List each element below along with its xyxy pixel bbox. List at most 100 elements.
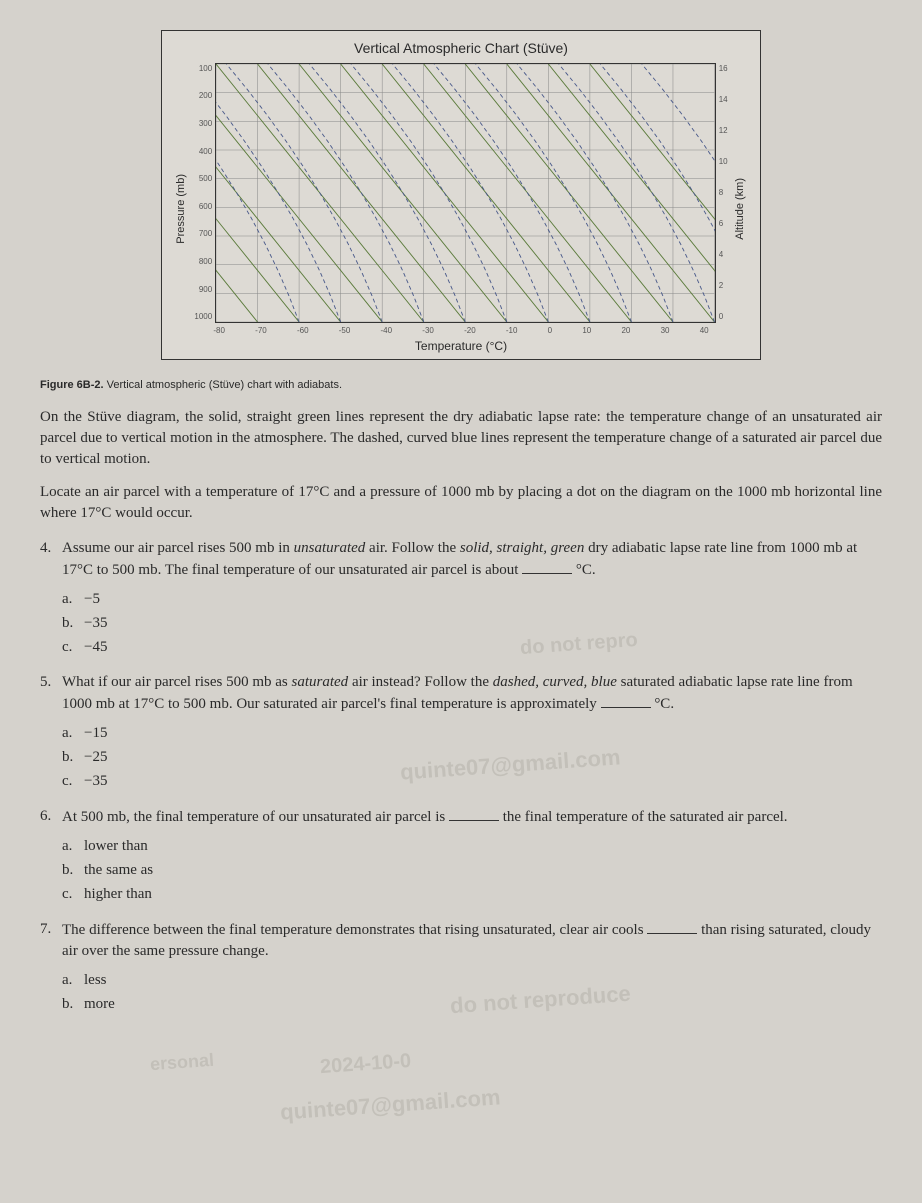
question-number: 4. — [40, 538, 62, 581]
y-tick-label: 200 — [194, 90, 212, 101]
option-text: less — [84, 970, 107, 991]
answer-option[interactable]: a.−15 — [62, 723, 882, 744]
option-text: −35 — [84, 771, 107, 792]
option-text: −35 — [84, 613, 107, 634]
y-tick-label: 1000 — [194, 311, 212, 322]
option-letter: b. — [62, 747, 84, 768]
x-tick-label: -60 — [297, 325, 309, 336]
y-tick-label: 4 — [719, 249, 728, 260]
answer-option[interactable]: b.−25 — [62, 747, 882, 768]
x-tick-label: 0 — [548, 325, 552, 336]
y-tick-label: 0 — [719, 311, 728, 322]
q6-text-b: the final temperature of the saturated a… — [499, 809, 788, 825]
answer-option[interactable]: a.lower than — [62, 836, 882, 857]
y-tick-label: 400 — [194, 146, 212, 157]
watermark-text: ersonal — [149, 1048, 215, 1078]
x-tick-label: -50 — [339, 325, 351, 336]
option-text: −45 — [84, 637, 107, 658]
x-tick-label: 20 — [621, 325, 630, 336]
option-letter: b. — [62, 860, 84, 881]
intro-paragraph-2: Locate an air parcel with a temperature … — [40, 482, 882, 524]
figure-caption: Figure 6B-2. Vertical atmospheric (Stüve… — [40, 378, 882, 393]
y-tick-label: 14 — [719, 94, 728, 105]
y-tick-label: 100 — [194, 63, 212, 74]
option-text: −15 — [84, 723, 107, 744]
q4-unit: °C. — [572, 562, 596, 578]
y-tick-label: 10 — [719, 156, 728, 167]
question-text: The difference between the final tempera… — [62, 919, 882, 962]
answer-option[interactable]: c.−45 — [62, 637, 882, 658]
question-5: 5. What if our air parcel rises 500 mb a… — [40, 672, 882, 715]
question-text: Assume our air parcel rises 500 mb in un… — [62, 538, 882, 581]
question-text: What if our air parcel rises 500 mb as s… — [62, 672, 882, 715]
intro-paragraph-1: On the Stüve diagram, the solid, straigh… — [40, 407, 882, 470]
answer-option[interactable]: c.−35 — [62, 771, 882, 792]
q5-unit: °C. — [651, 696, 675, 712]
question-4-options: a.−5b.−35c.−45 — [62, 589, 882, 658]
answer-option[interactable]: a.−5 — [62, 589, 882, 610]
option-text: more — [84, 994, 115, 1015]
y-axis-label-right: Altitude (km) — [731, 178, 750, 240]
answer-blank[interactable] — [647, 919, 697, 934]
y-tick-label: 16 — [719, 63, 728, 74]
option-letter: a. — [62, 970, 84, 991]
y-tick-label: 2 — [719, 280, 728, 291]
q4-italic-2: solid, straight, green — [460, 540, 584, 556]
q5-italic-2: dashed, curved, blue — [493, 674, 617, 690]
option-letter: a. — [62, 836, 84, 857]
question-6: 6. At 500 mb, the final temperature of o… — [40, 806, 882, 828]
answer-option[interactable]: b.the same as — [62, 860, 882, 881]
x-axis-label: Temperature (°C) — [191, 338, 730, 355]
x-tick-label: -80 — [213, 325, 225, 336]
stuve-chart: Vertical Atmospheric Chart (Stüve) Press… — [161, 30, 761, 360]
y-ticks-right: 1614121086420 — [716, 63, 731, 323]
y-tick-label: 900 — [194, 284, 212, 295]
answer-blank[interactable] — [601, 693, 651, 708]
question-7-options: a.lessb.more — [62, 970, 882, 1015]
option-letter: c. — [62, 884, 84, 905]
question-5-options: a.−15b.−25c.−35 — [62, 723, 882, 792]
figcaption-number: Figure 6B-2. — [40, 379, 104, 391]
option-letter: a. — [62, 723, 84, 744]
answer-option[interactable]: b.−35 — [62, 613, 882, 634]
answer-option[interactable]: c.higher than — [62, 884, 882, 905]
watermark-text: 2024-10-0 — [319, 1047, 412, 1081]
option-letter: c. — [62, 637, 84, 658]
q6-text-a: At 500 mb, the final temperature of our … — [62, 809, 449, 825]
option-text: −25 — [84, 747, 107, 768]
x-ticks: -80-70-60-50-40-30-20-10010203040 — [191, 323, 730, 336]
option-text: −5 — [84, 589, 100, 610]
question-4: 4. Assume our air parcel rises 500 mb in… — [40, 538, 882, 581]
x-tick-label: 40 — [700, 325, 709, 336]
x-tick-label: -10 — [506, 325, 518, 336]
option-letter: b. — [62, 613, 84, 634]
y-tick-label: 8 — [719, 187, 728, 198]
q5-text-a: What if our air parcel rises 500 mb as — [62, 674, 292, 690]
question-7: 7. The difference between the final temp… — [40, 919, 882, 962]
figcaption-text: Vertical atmospheric (Stüve) chart with … — [104, 379, 342, 391]
q4-text-b: air. Follow the — [365, 540, 460, 556]
y-tick-label: 300 — [194, 118, 212, 129]
answer-blank[interactable] — [449, 806, 499, 821]
y-tick-label: 6 — [719, 218, 728, 229]
question-number: 7. — [40, 919, 62, 962]
answer-option[interactable]: b.more — [62, 994, 882, 1015]
y-tick-label: 800 — [194, 256, 212, 267]
answer-option[interactable]: a.less — [62, 970, 882, 991]
y-tick-label: 700 — [194, 228, 212, 239]
y-tick-label: 500 — [194, 173, 212, 184]
chart-title: Vertical Atmospheric Chart (Stüve) — [172, 39, 750, 59]
question-6-options: a.lower than b.the same as c.higher than — [62, 836, 882, 905]
x-tick-label: -30 — [422, 325, 434, 336]
x-tick-label: -70 — [255, 325, 267, 336]
x-tick-label: 10 — [582, 325, 591, 336]
q7-text-a: The difference between the final tempera… — [62, 922, 647, 938]
q5-text-b: air instead? Follow the — [348, 674, 493, 690]
option-letter: c. — [62, 771, 84, 792]
answer-blank[interactable] — [522, 559, 572, 574]
option-letter: a. — [62, 589, 84, 610]
option-letter: b. — [62, 994, 84, 1015]
question-text: At 500 mb, the final temperature of our … — [62, 806, 882, 828]
question-number: 6. — [40, 806, 62, 828]
q4-text-a: Assume our air parcel rises 500 mb in — [62, 540, 294, 556]
